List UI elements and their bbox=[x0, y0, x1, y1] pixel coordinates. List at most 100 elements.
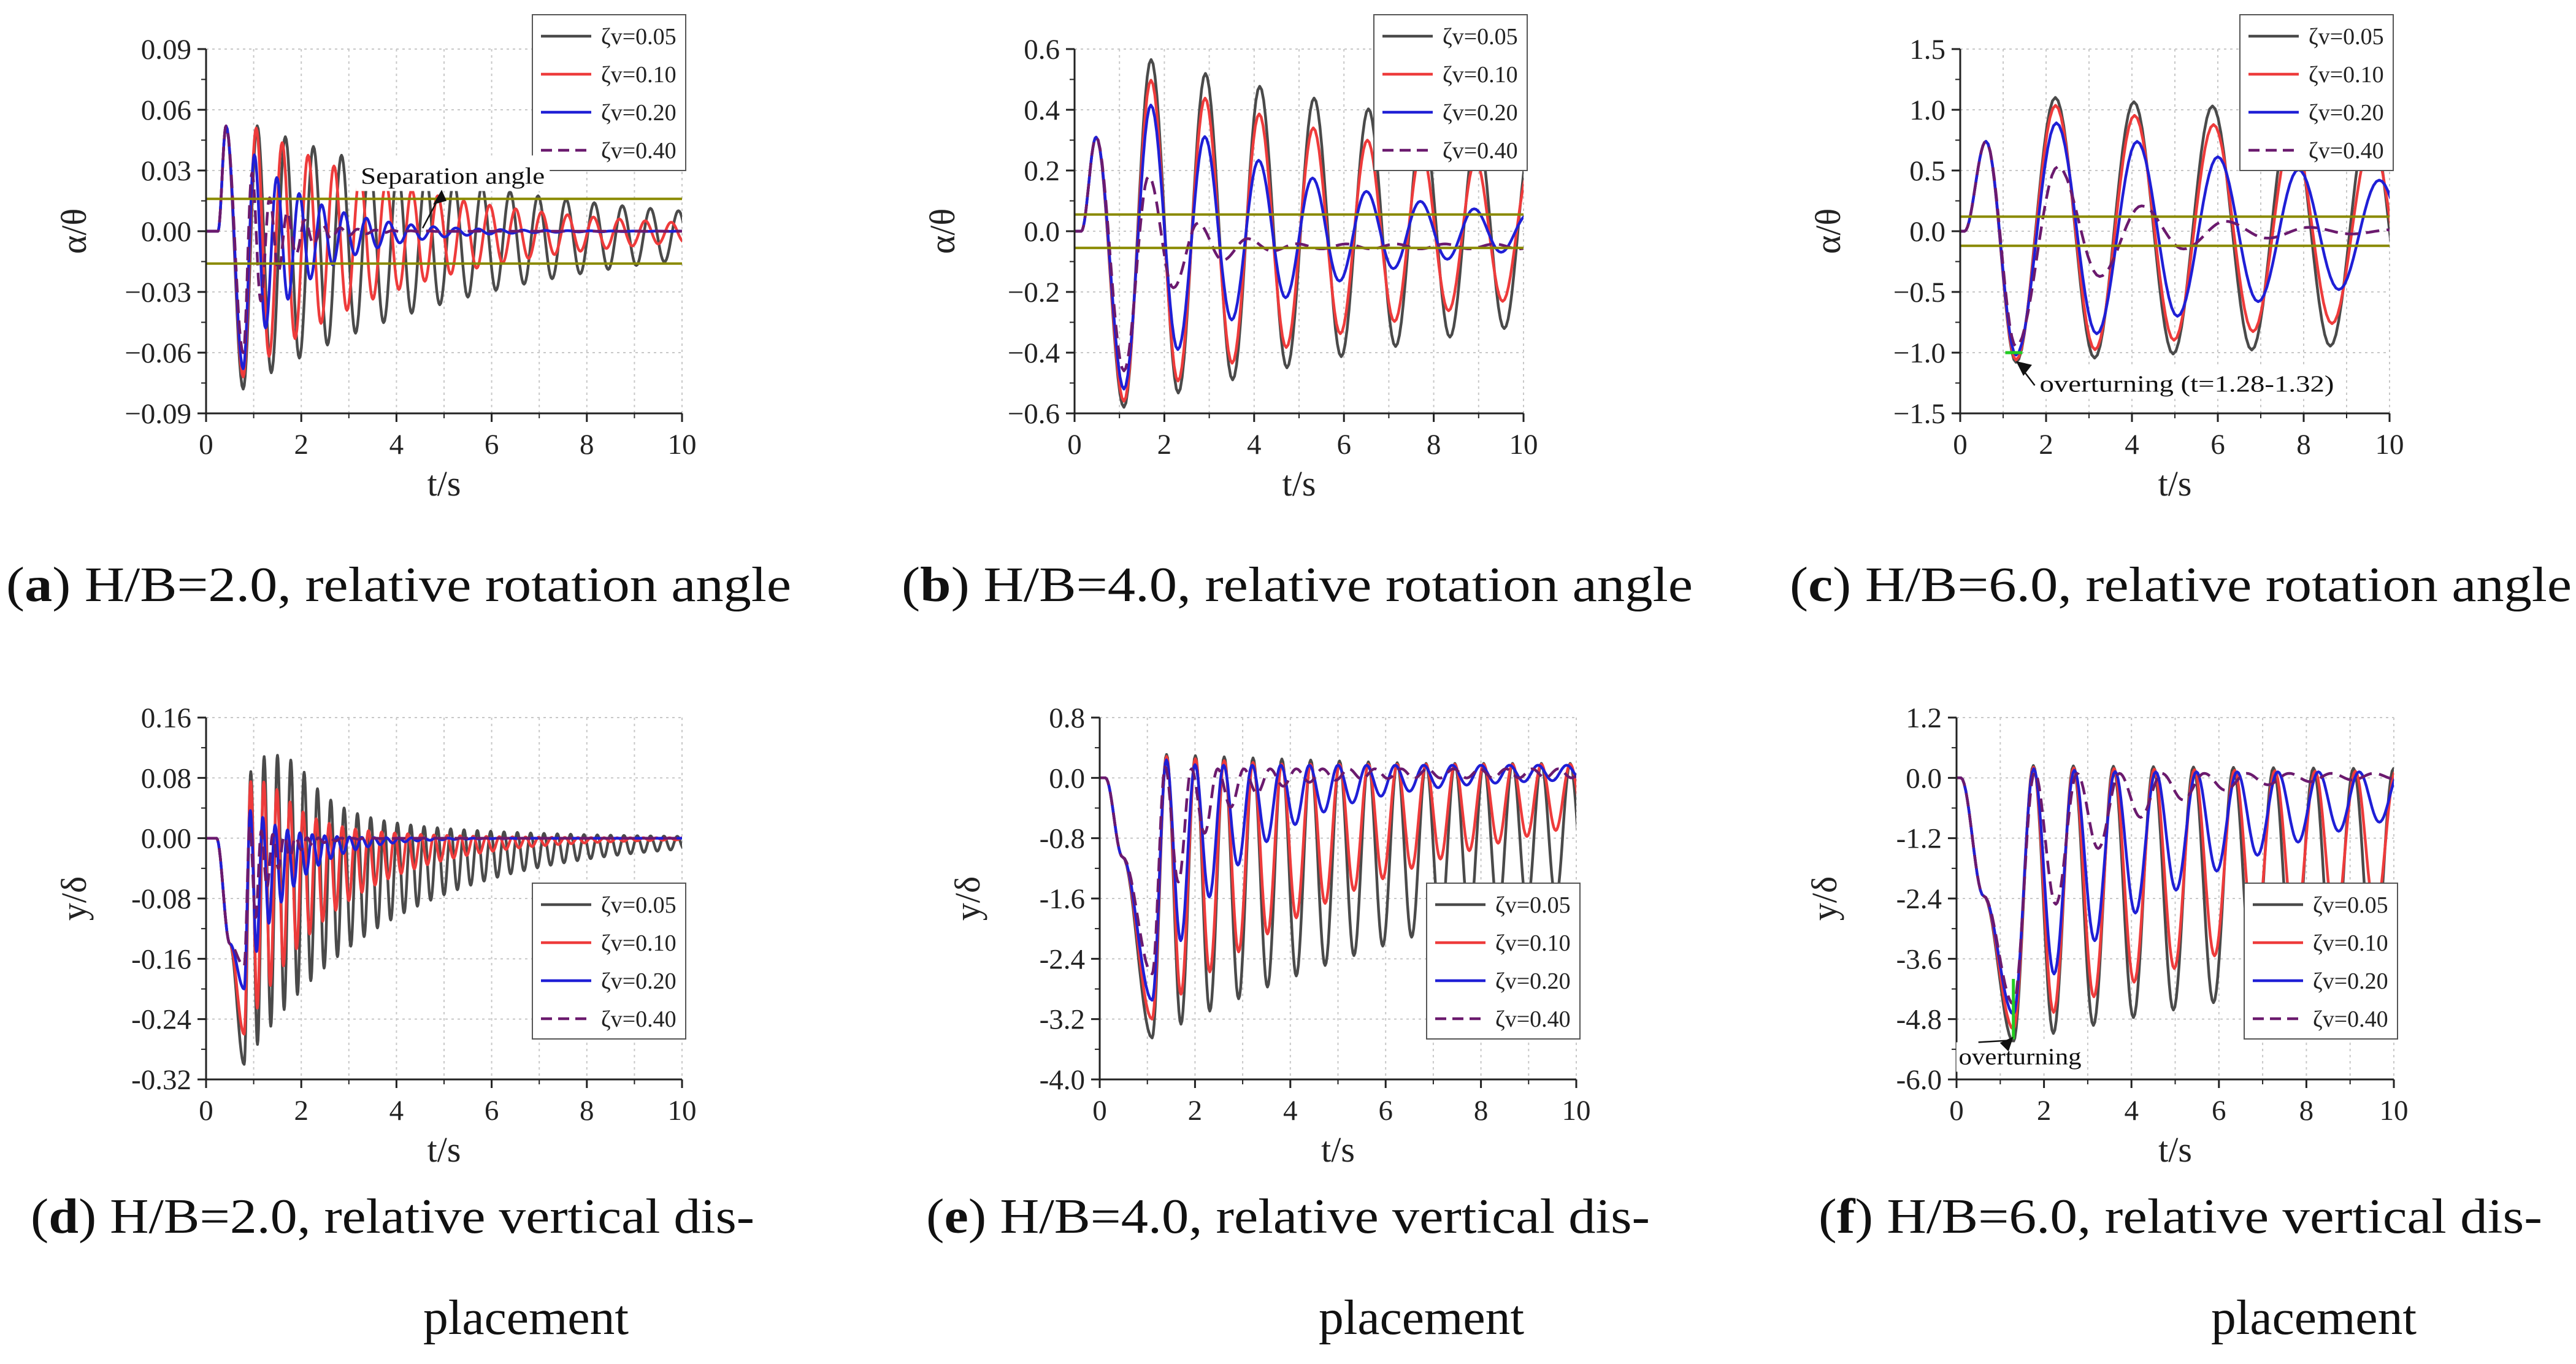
y-tick-label: 0.6 bbox=[1024, 34, 1060, 66]
y-tick-label: −0.5 bbox=[1893, 277, 1945, 308]
annotation-text: overturning bbox=[1959, 1044, 2082, 1070]
y-axis-label: α/θ bbox=[54, 209, 94, 254]
x-tick-label: 6 bbox=[1378, 1095, 1393, 1127]
panel-caption: (b) H/B=4.0, relative rotation angle bbox=[902, 558, 1693, 612]
y-tick-label: 0.08 bbox=[141, 762, 191, 794]
y-tick-label: 1.2 bbox=[1906, 702, 1942, 734]
chart-panel-b: −0.6 −0.4 −0.2 0.0 0.2 0.4 0.6 0 2 4 6 8 10 t/s α/θ ζv=… bbox=[902, 14, 1693, 612]
x-axis-label: t/s bbox=[427, 1130, 461, 1170]
panel-caption-line2: placement bbox=[423, 1291, 629, 1345]
x-tick-label: 6 bbox=[485, 1095, 499, 1127]
annotation-leader bbox=[1978, 1040, 2010, 1043]
x-tick-label: 2 bbox=[294, 429, 309, 461]
y-tick-label: 0.0 bbox=[1024, 216, 1060, 248]
legend-entry: ζv=0.40 bbox=[1495, 1006, 1571, 1032]
x-axis-label: t/s bbox=[427, 464, 461, 504]
legend-entry: ζv=0.40 bbox=[2313, 1006, 2388, 1032]
x-tick-label: 0 bbox=[199, 429, 213, 461]
legend-entry: ζv=0.05 bbox=[601, 24, 677, 50]
x-tick-label: 2 bbox=[2037, 1095, 2052, 1127]
annotation-bg bbox=[2036, 367, 2338, 399]
x-tick-label: 6 bbox=[2212, 1095, 2226, 1127]
legend: ζv=0.05 ζv=0.10 ζv=0.20 ζv=0.40 bbox=[1373, 14, 1528, 171]
y-tick-label: −0.2 bbox=[1008, 277, 1060, 308]
x-tick-label: 6 bbox=[2210, 429, 2225, 461]
x-tick-label: 10 bbox=[1562, 1095, 1591, 1127]
y-tick-label: 0.0 bbox=[1909, 216, 1945, 248]
x-axis-label: t/s bbox=[1282, 464, 1316, 504]
y-tick-label: -3.6 bbox=[1896, 943, 1942, 975]
x-axis-label: t/s bbox=[1321, 1130, 1355, 1170]
legend-entry: ζv=0.10 bbox=[601, 930, 677, 956]
x-tick-label: 6 bbox=[485, 429, 499, 461]
x-tick-label: 0 bbox=[1949, 1095, 1964, 1127]
y-tick-label: -0.16 bbox=[131, 943, 191, 975]
legend-entry: ζv=0.40 bbox=[601, 138, 677, 164]
legend-entry: ζv=0.05 bbox=[2309, 24, 2384, 50]
y-tick-label: 0.0 bbox=[1906, 762, 1942, 794]
legend-entry: ζv=0.20 bbox=[601, 100, 677, 126]
x-tick-label: 10 bbox=[2375, 429, 2404, 461]
y-tick-label: 0.5 bbox=[1909, 155, 1945, 187]
legend-entry: ζv=0.20 bbox=[2309, 100, 2384, 126]
y-tick-label: 0.0 bbox=[1049, 762, 1085, 794]
annotation-bg bbox=[1956, 1042, 2084, 1072]
x-tick-label: 2 bbox=[2039, 429, 2053, 461]
annotation: overturning bbox=[1956, 979, 2084, 1072]
x-tick-label: 4 bbox=[2124, 1095, 2139, 1127]
y-tick-label: −1.0 bbox=[1893, 337, 1945, 369]
legend-entry: ζv=0.05 bbox=[1495, 892, 1571, 918]
x-axis-label: t/s bbox=[2158, 464, 2192, 504]
y-tick-label: −0.06 bbox=[125, 337, 191, 369]
x-tick-label: 4 bbox=[2125, 429, 2139, 461]
legend-entry: ζv=0.10 bbox=[1495, 930, 1571, 956]
y-axis-label: α/θ bbox=[922, 209, 962, 254]
panel-caption-line2: placement bbox=[1319, 1291, 1524, 1345]
series-line-ζv=0.20 bbox=[1100, 758, 1576, 1002]
y-axis-label: y/δ bbox=[948, 876, 987, 921]
legend-entry: ζv=0.10 bbox=[1443, 62, 1518, 88]
panel-caption: (a) H/B=2.0, relative rotation angle bbox=[6, 558, 791, 612]
y-tick-label: -4.0 bbox=[1040, 1064, 1085, 1096]
y-tick-label: -0.08 bbox=[131, 883, 191, 915]
chart-panel-e: -4.0 -3.2 -2.4 -1.6 -0.8 0.0 0.8 0 2 4 6 8 10 t/s y/δ ζ… bbox=[926, 702, 1650, 1345]
y-tick-label: 0.00 bbox=[141, 823, 191, 855]
panel-caption: (c) H/B=6.0, relative rotation angle bbox=[1790, 558, 2572, 612]
arrow-head bbox=[2016, 361, 2032, 376]
legend-entry: ζv=0.20 bbox=[2313, 968, 2388, 994]
legend-box bbox=[1373, 14, 1528, 171]
series-line-ζv=0.20 bbox=[1075, 104, 1524, 391]
x-axis-label: t/s bbox=[2158, 1130, 2192, 1170]
x-tick-label: 4 bbox=[1247, 429, 1262, 461]
legend-entry: ζv=0.20 bbox=[1443, 100, 1518, 126]
x-tick-label: 2 bbox=[1157, 429, 1172, 461]
y-tick-label: -3.2 bbox=[1040, 1004, 1085, 1036]
arrow-head bbox=[1999, 1036, 2014, 1052]
legend-entry: ζv=0.05 bbox=[601, 892, 677, 918]
x-tick-label: 4 bbox=[389, 429, 404, 461]
legend-box bbox=[532, 14, 686, 171]
y-tick-label: 1.0 bbox=[1909, 94, 1945, 126]
annotation: Separation angle bbox=[356, 155, 550, 229]
x-tick-label: 10 bbox=[2380, 1095, 2409, 1127]
x-tick-label: 0 bbox=[1067, 429, 1082, 461]
y-tick-label: -4.8 bbox=[1896, 1004, 1942, 1036]
y-tick-label: 1.5 bbox=[1909, 34, 1945, 66]
annotation-text: Separation angle bbox=[361, 163, 545, 189]
legend-entry: ζv=0.40 bbox=[2309, 138, 2384, 164]
x-tick-label: 4 bbox=[389, 1095, 404, 1127]
y-tick-label: −0.4 bbox=[1008, 337, 1060, 369]
y-tick-label: 0.00 bbox=[141, 216, 191, 248]
x-tick-label: 8 bbox=[580, 429, 594, 461]
y-tick-label: 0.06 bbox=[141, 94, 191, 126]
series-line-ζv=0.40 bbox=[206, 825, 682, 968]
y-tick-label: -0.32 bbox=[131, 1064, 191, 1096]
series-line-ζv=0.40 bbox=[1100, 765, 1576, 976]
y-tick-label: -2.4 bbox=[1896, 883, 1942, 915]
chart-panel-a: −0.09 −0.06 −0.03 0.00 0.03 0.06 0.09 0 2 4 6 8 10 t/… bbox=[6, 14, 791, 612]
legend-box bbox=[1426, 883, 1581, 1040]
series-group bbox=[206, 754, 682, 1066]
annotation-text: overturning (t=1.28-1.32) bbox=[2040, 371, 2334, 397]
